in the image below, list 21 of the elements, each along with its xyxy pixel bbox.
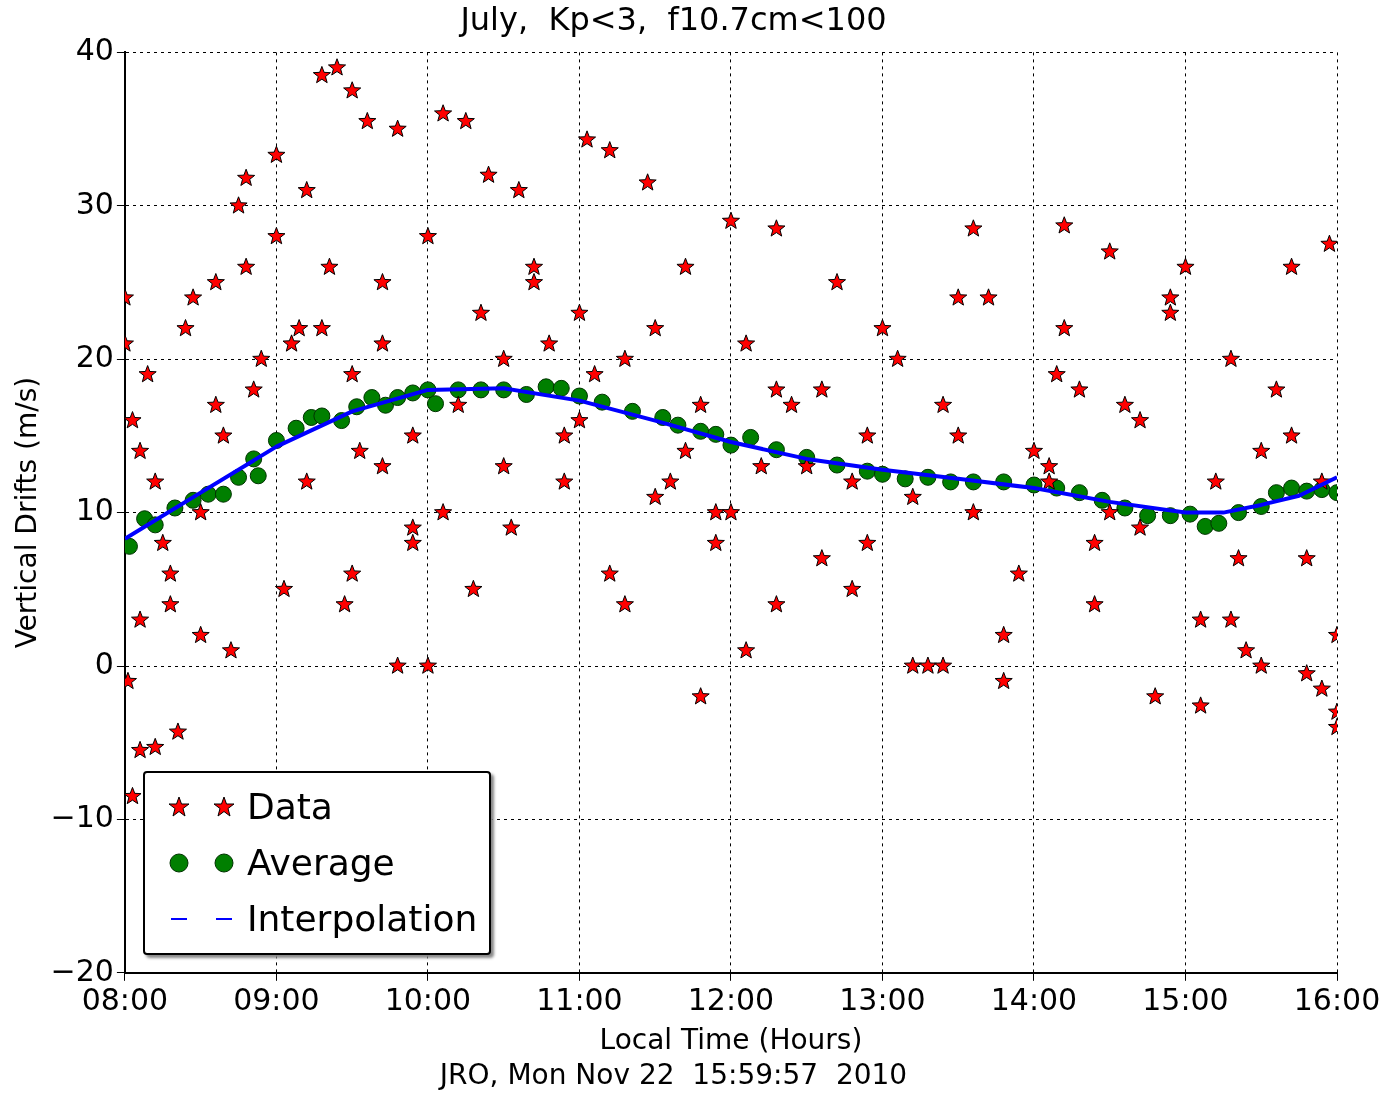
legend-label: Average — [246, 842, 395, 884]
x-tick-label: 16:00 — [1293, 981, 1381, 1017]
text: JRO, Mon Nov 22 15:59:57 2010 — [437, 1058, 908, 1092]
y-tick-label: 20 — [75, 339, 114, 374]
x-tick-label: 14:00 — [990, 981, 1078, 1017]
x-tick-label: 12:00 — [687, 981, 775, 1017]
x-tick-label: 13:00 — [839, 981, 926, 1017]
y-tick-label: 40 — [75, 32, 114, 68]
x-tick-label: 10:00 — [384, 981, 472, 1017]
legend-label: Data — [246, 786, 333, 828]
y-tick-label: −10 — [50, 799, 114, 835]
x-tick-label: 11:00 — [536, 981, 623, 1017]
y-axis-title: Vertical Drifts (m/s) — [10, 376, 44, 649]
x-tick-label: 15:00 — [1142, 981, 1229, 1017]
y-tick-label: 10 — [75, 492, 114, 528]
chart-title: July, Kp<3, f10.7cm<100 — [458, 0, 887, 38]
y-tick-label: 30 — [75, 185, 114, 221]
y-tick-label: 0 — [94, 645, 114, 681]
x-tick-label: 09:00 — [233, 981, 320, 1017]
x-axis-title: Local Time (Hours) — [599, 1022, 863, 1056]
legend-label: Interpolation — [246, 898, 478, 940]
